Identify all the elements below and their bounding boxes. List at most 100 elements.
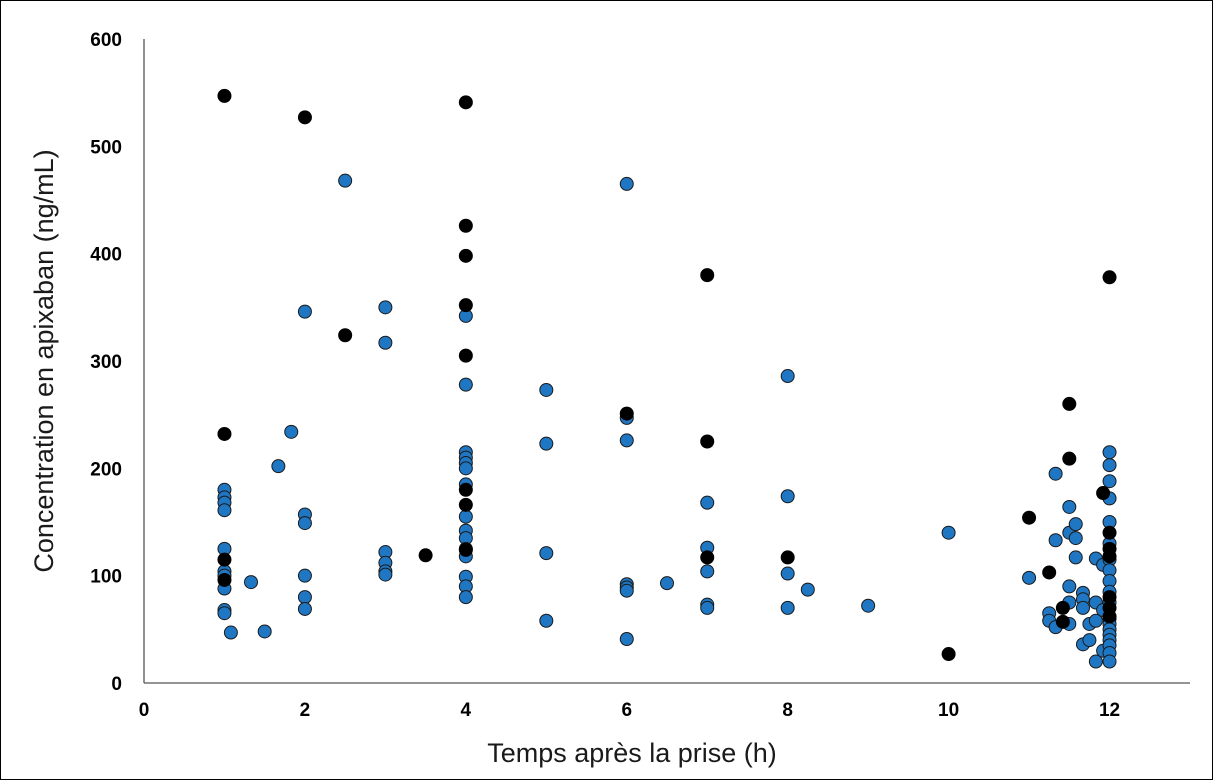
x-axis-title: Temps après la prise (h): [487, 738, 777, 768]
data-point-blue: [1062, 499, 1077, 514]
x-tick-label: 6: [621, 700, 632, 721]
x-tick-labels: 0 2 4 6 8 10 12: [139, 700, 1120, 721]
data-point-blue: [619, 583, 634, 598]
data-point-black: [458, 482, 473, 497]
data-point-blue: [1068, 531, 1083, 546]
data-point-black: [458, 348, 473, 363]
y-tick-label: 0: [111, 674, 122, 695]
y-tick-label: 600: [90, 30, 122, 51]
data-point-blue: [619, 433, 634, 448]
y-tick-label: 500: [90, 137, 122, 158]
data-point-blue: [284, 424, 299, 439]
data-point-black: [458, 95, 473, 110]
data-point-blue: [297, 601, 312, 616]
data-point-blue: [297, 516, 312, 531]
data-point-black: [217, 572, 232, 587]
data-point-blue: [539, 382, 554, 397]
data-point-blue: [378, 567, 393, 582]
data-point-black: [1102, 609, 1117, 624]
data-point-blue: [1088, 613, 1103, 628]
data-point-black: [1042, 565, 1057, 580]
data-point-blue: [1075, 600, 1090, 615]
data-point-blue: [378, 300, 393, 315]
data-point-black: [458, 218, 473, 233]
data-point-black: [1055, 614, 1070, 629]
data-point-black: [780, 550, 795, 565]
data-point-black: [1096, 486, 1111, 501]
data-point-blue: [619, 176, 634, 191]
data-point-blue: [297, 304, 312, 319]
x-tick-label: 4: [461, 700, 472, 721]
data-point-blue: [297, 568, 312, 583]
data-point-black: [458, 497, 473, 512]
data-point-blue: [700, 600, 715, 615]
y-tick-label: 400: [90, 245, 122, 266]
data-point-blue: [458, 590, 473, 605]
data-point-blue: [1102, 445, 1117, 460]
data-point-black: [700, 550, 715, 565]
data-point-blue: [1102, 654, 1117, 669]
data-point-blue: [1022, 570, 1037, 585]
data-point-blue: [1068, 517, 1083, 532]
data-point-black: [1102, 270, 1117, 285]
data-point-blue: [660, 576, 674, 591]
data-point-blue: [780, 489, 795, 504]
data-point-blue: [1102, 458, 1117, 473]
data-point-blue: [257, 624, 272, 639]
x-tick-label: 12: [1099, 700, 1120, 721]
data-point-blue: [800, 582, 815, 597]
data-point-blue: [223, 625, 238, 640]
data-point-black: [338, 328, 353, 343]
x-tick-label: 2: [300, 700, 311, 721]
data-point-blue: [217, 606, 232, 621]
data-point-blue: [1048, 466, 1063, 481]
data-point-blue: [700, 495, 715, 510]
data-point-black: [458, 248, 473, 263]
data-point-black: [619, 406, 634, 421]
data-point-black: [418, 548, 433, 563]
data-point-blue: [539, 613, 554, 628]
data-point-blue: [378, 335, 393, 350]
data-point-blue: [271, 459, 286, 474]
data-point-blue: [1082, 633, 1097, 648]
data-points: [217, 88, 1117, 669]
data-point-blue: [1102, 474, 1117, 489]
data-point-blue: [217, 503, 232, 518]
data-point-blue: [1088, 654, 1103, 669]
data-point-black: [700, 268, 715, 283]
data-point-blue: [780, 600, 795, 615]
y-tick-labels: 0 100 200 300 400 500 600: [90, 30, 122, 695]
data-point-blue: [780, 369, 795, 384]
y-tick-label: 100: [90, 567, 122, 588]
data-point-black: [458, 298, 473, 313]
data-point-black: [217, 88, 232, 103]
data-point-black: [1062, 451, 1077, 466]
data-point-blue: [244, 575, 259, 590]
data-point-blue: [1048, 533, 1063, 548]
data-point-black: [1102, 549, 1117, 564]
data-point-blue: [1062, 579, 1077, 594]
data-point-black: [1022, 510, 1037, 525]
data-point-blue: [780, 566, 795, 581]
axes: [143, 39, 1190, 684]
x-tick-label: 0: [139, 700, 150, 721]
x-tick-label: 8: [782, 700, 793, 721]
data-point-blue: [700, 564, 715, 579]
data-point-black: [217, 552, 232, 567]
data-point-blue: [861, 598, 876, 613]
y-tick-label: 300: [90, 352, 122, 373]
y-tick-label: 200: [90, 459, 122, 480]
data-point-blue: [297, 590, 312, 605]
data-point-black: [458, 542, 473, 557]
data-point-blue: [458, 377, 473, 392]
data-point-blue: [1068, 550, 1083, 565]
y-axis-title: Concentration en apixaban (ng/mL): [29, 149, 59, 572]
x-tick-label: 10: [938, 700, 959, 721]
data-point-black: [1102, 525, 1117, 540]
data-point-black: [217, 426, 232, 441]
data-point-blue: [619, 631, 634, 646]
data-point-black: [941, 647, 956, 662]
data-point-black: [1055, 600, 1070, 615]
